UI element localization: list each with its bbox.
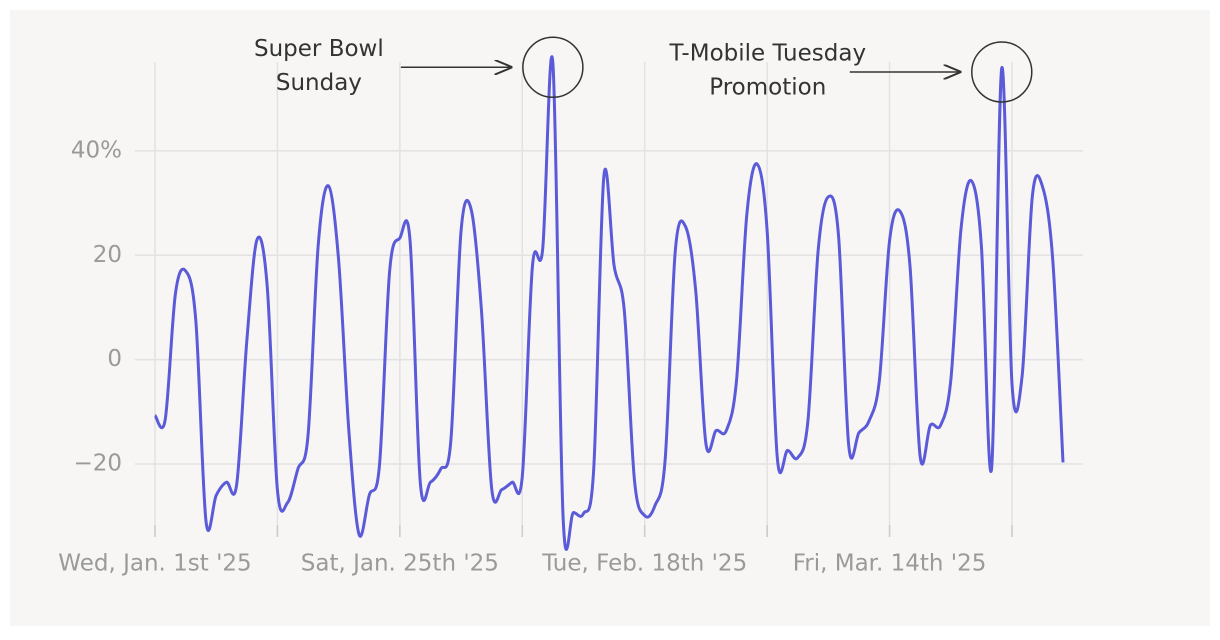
- annotation-text: Promotion: [709, 74, 826, 100]
- y-tick-label: 20: [93, 242, 122, 268]
- x-tick-label: Wed, Jan. 1st '25: [58, 551, 251, 577]
- annotation-circle: [522, 36, 584, 99]
- annotation-text: Super Bowl: [254, 36, 384, 62]
- panel: [10, 10, 1210, 626]
- x-tick-label: Tue, Feb. 18th '25: [541, 551, 747, 577]
- y-tick-label: 0: [107, 346, 122, 372]
- annotation-text: Sunday: [276, 70, 362, 96]
- y-tick-label: −20: [73, 450, 122, 476]
- y-tick-label: 40%: [71, 137, 122, 163]
- annotation-text: T-Mobile Tuesday: [668, 40, 866, 66]
- x-tick-label: Sat, Jan. 25th '25: [301, 551, 499, 577]
- x-tick-label: Fri, Mar. 14th '25: [793, 551, 987, 577]
- annotation-circle: [971, 41, 1033, 103]
- line: [153, 55, 1065, 551]
